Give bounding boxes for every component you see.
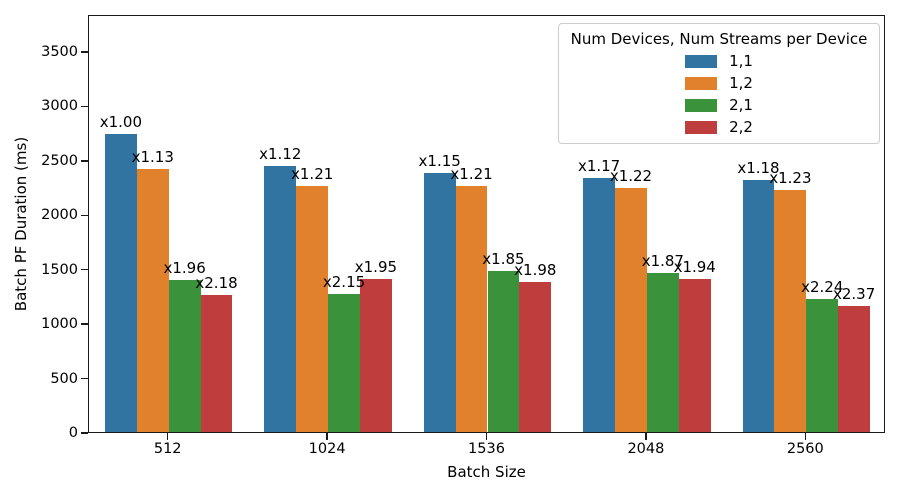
legend-swatch-1-2 — [685, 77, 718, 90]
bar-annotation: x2.18 — [195, 274, 238, 293]
bar-annotation: x1.98 — [514, 260, 557, 279]
bar-1-2-2560 — [774, 189, 807, 432]
legend-entry-label: 2,2 — [729, 118, 753, 136]
y-tick-mark — [81, 377, 88, 380]
y-tick-mark — [81, 432, 88, 434]
bar-annotation: x1.87 — [641, 251, 684, 270]
bar-1-2-1024 — [296, 186, 329, 432]
x-tick-mark — [804, 433, 806, 440]
legend-entry: 2,2 — [685, 118, 753, 137]
bar-2-2-2048 — [678, 278, 711, 432]
bar-2-1-1536 — [487, 271, 520, 432]
bar-1-1-1024 — [264, 166, 297, 432]
bar-annotation: x1.17 — [577, 156, 621, 175]
legend: Num Devices, Num Streams per Device 1,1 1… — [558, 23, 880, 144]
bar-annotation: x1.12 — [259, 145, 302, 164]
x-tick-label: 2048 — [627, 441, 665, 457]
y-tick-mark — [81, 51, 88, 53]
bar-1-1-1536 — [423, 173, 456, 432]
y-tick-mark — [81, 105, 88, 108]
bar-annotation: x1.15 — [418, 152, 461, 171]
bar-annotation: x1.95 — [354, 258, 398, 277]
bar-annotation: x1.21 — [450, 165, 493, 183]
bar-annotation: x1.94 — [673, 257, 716, 276]
bar-1-2-1536 — [455, 186, 488, 432]
y-tick-label: 3500 — [41, 44, 78, 60]
bar-2-1-2560 — [806, 299, 839, 432]
legend-entries: 1,1 1,2 2,1 2,2 — [565, 50, 873, 137]
bar-annotation: x1.23 — [769, 168, 812, 187]
bar-annotation: x1.18 — [737, 158, 780, 177]
legend-swatch-2-1 — [685, 99, 718, 112]
legend-title: Num Devices, Num Streams per Device — [570, 30, 868, 48]
y-tick-label: 2500 — [41, 152, 78, 169]
y-tick-label: 0 — [68, 425, 78, 441]
bar-2-2-1024 — [359, 279, 392, 432]
bar-annotation: x2.24 — [801, 278, 844, 297]
y-tick-label: 500 — [50, 370, 78, 387]
x-tick-label: 2560 — [786, 441, 824, 457]
bar-2-2-2560 — [838, 306, 871, 432]
legend-entry: 2,1 — [685, 96, 753, 115]
y-tick-mark — [81, 269, 88, 271]
bar-annotation: x2.15 — [322, 272, 366, 291]
y-tick-label: 1000 — [41, 316, 78, 333]
y-tick-label: 1500 — [41, 261, 78, 278]
x-tick-mark — [167, 433, 169, 440]
bar-2-1-2048 — [646, 272, 679, 432]
bar-annotation: x2.37 — [832, 285, 876, 304]
bar-annotation: x1.21 — [291, 165, 334, 183]
x-tick-mark — [645, 433, 647, 440]
bar-1-1-2560 — [742, 179, 775, 432]
bar-annotation: x1.96 — [163, 259, 206, 278]
y-tick-mark — [81, 323, 88, 325]
legend-entry-label: 2,1 — [729, 96, 753, 114]
bar-annotation: x1.00 — [99, 113, 143, 132]
x-tick-label: 512 — [153, 441, 182, 457]
legend-swatch-2-2 — [685, 121, 718, 134]
bar-annotation: x1.22 — [609, 166, 653, 185]
bar-annotation: x1.13 — [131, 147, 174, 166]
x-axis-label: Batch Size — [447, 463, 526, 481]
bar-1-2-512 — [136, 168, 169, 432]
bar-1-1-2048 — [583, 177, 615, 432]
y-tick-label: 2000 — [41, 207, 78, 224]
x-tick-label: 1024 — [308, 441, 346, 457]
legend-entry-label: 1,1 — [729, 52, 753, 70]
bar-2-1-512 — [168, 280, 201, 432]
legend-entry: 1,1 — [685, 52, 753, 71]
y-tick-mark — [81, 160, 88, 162]
bar-1-2-2048 — [615, 187, 647, 432]
legend-entry: 1,2 — [685, 74, 753, 93]
x-tick-mark — [485, 433, 488, 440]
bar-1-1-512 — [104, 134, 137, 432]
bar-2-2-512 — [200, 295, 233, 432]
bar-2-1-1024 — [328, 293, 360, 432]
y-tick-label: 3000 — [41, 98, 78, 115]
bar-2-2-1536 — [519, 281, 552, 432]
legend-swatch-1-1 — [685, 55, 718, 68]
bar-annotation: x1.85 — [482, 250, 525, 269]
legend-entry-label: 1,2 — [729, 74, 753, 92]
x-tick-label: 1536 — [468, 441, 505, 457]
x-tick-mark — [326, 433, 328, 440]
y-tick-mark — [81, 214, 88, 216]
